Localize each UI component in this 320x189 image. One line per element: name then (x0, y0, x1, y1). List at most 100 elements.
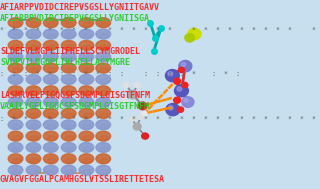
Ellipse shape (79, 165, 94, 175)
Ellipse shape (83, 102, 92, 107)
Ellipse shape (47, 136, 56, 141)
Ellipse shape (8, 29, 23, 39)
Ellipse shape (30, 22, 39, 28)
Ellipse shape (96, 18, 111, 28)
Ellipse shape (83, 113, 92, 118)
Ellipse shape (12, 90, 21, 96)
Ellipse shape (61, 18, 76, 28)
Ellipse shape (83, 124, 92, 130)
Ellipse shape (83, 56, 92, 62)
Ellipse shape (12, 113, 21, 118)
Ellipse shape (26, 131, 41, 141)
Text: LASMRVELPIGQGSFSDGMPLGISGTFNFM: LASMRVELPIGQGSFSDGMPLGISGTFNFM (0, 91, 150, 100)
Ellipse shape (65, 34, 74, 39)
Ellipse shape (47, 113, 56, 118)
Ellipse shape (8, 18, 23, 28)
Ellipse shape (79, 40, 94, 50)
Text: SVDPVILNGOPLIVLHELLACYMGRE: SVDPVILNGOPLIVLHELLACYMGRE (0, 58, 130, 67)
Ellipse shape (12, 147, 21, 152)
Ellipse shape (44, 63, 58, 73)
Circle shape (124, 83, 129, 88)
Ellipse shape (12, 124, 21, 130)
Ellipse shape (47, 124, 56, 130)
Ellipse shape (30, 136, 39, 141)
Ellipse shape (26, 154, 41, 164)
Circle shape (185, 34, 194, 42)
Ellipse shape (79, 86, 94, 96)
Circle shape (122, 98, 128, 103)
Circle shape (134, 83, 140, 88)
Ellipse shape (30, 170, 39, 175)
Ellipse shape (100, 34, 109, 39)
Circle shape (181, 62, 186, 67)
Circle shape (182, 97, 194, 107)
Ellipse shape (26, 52, 41, 62)
Ellipse shape (96, 120, 111, 130)
Ellipse shape (47, 170, 56, 175)
Circle shape (138, 102, 147, 110)
Circle shape (179, 67, 184, 73)
Ellipse shape (47, 158, 56, 164)
Ellipse shape (61, 120, 76, 130)
Ellipse shape (65, 124, 74, 130)
Ellipse shape (96, 29, 111, 39)
Ellipse shape (44, 18, 58, 28)
Ellipse shape (44, 52, 58, 62)
Ellipse shape (44, 97, 58, 107)
Ellipse shape (30, 56, 39, 62)
Circle shape (182, 82, 188, 88)
Circle shape (133, 123, 141, 130)
Ellipse shape (79, 131, 94, 141)
Ellipse shape (44, 74, 58, 84)
Ellipse shape (26, 29, 41, 39)
Ellipse shape (47, 147, 56, 152)
Ellipse shape (30, 34, 39, 39)
Ellipse shape (79, 29, 94, 39)
Ellipse shape (30, 124, 39, 130)
Text: VAAILYGELIGQCSFSDGMPLGISGTFNFM: VAAILYGELIGQCSFSDGMPLGISGTFNFM (0, 102, 150, 111)
Ellipse shape (83, 170, 92, 175)
Ellipse shape (8, 97, 23, 107)
Ellipse shape (96, 154, 111, 164)
Ellipse shape (12, 170, 21, 175)
Ellipse shape (8, 143, 23, 152)
Ellipse shape (12, 56, 21, 62)
Ellipse shape (96, 108, 111, 118)
Ellipse shape (65, 68, 74, 73)
Ellipse shape (79, 18, 94, 28)
Ellipse shape (65, 22, 74, 28)
Ellipse shape (79, 154, 94, 164)
Ellipse shape (26, 120, 41, 130)
Ellipse shape (12, 68, 21, 73)
Circle shape (138, 115, 143, 119)
Ellipse shape (100, 45, 109, 50)
Ellipse shape (8, 120, 23, 130)
Circle shape (168, 72, 173, 76)
Ellipse shape (30, 79, 39, 84)
Ellipse shape (100, 22, 109, 28)
Ellipse shape (12, 45, 21, 50)
Ellipse shape (26, 40, 41, 50)
Ellipse shape (83, 136, 92, 141)
Ellipse shape (96, 86, 111, 96)
Ellipse shape (47, 79, 56, 84)
Ellipse shape (30, 158, 39, 164)
Ellipse shape (79, 108, 94, 118)
Ellipse shape (8, 131, 23, 141)
Circle shape (128, 90, 138, 99)
Ellipse shape (44, 143, 58, 152)
Circle shape (129, 117, 134, 121)
Ellipse shape (65, 136, 74, 141)
Ellipse shape (65, 158, 74, 164)
Ellipse shape (96, 52, 111, 62)
Ellipse shape (96, 143, 111, 152)
Ellipse shape (65, 90, 74, 96)
Ellipse shape (61, 131, 76, 141)
Text: :  *  *     *  *  *  *  *  *  *  *  *  *  *  *  *  *  *  *  *  *  *  *  *  *  * : : * * * * * * * * * * * * * * * * * * * … (0, 116, 320, 122)
Ellipse shape (44, 40, 58, 50)
Ellipse shape (61, 86, 76, 96)
Ellipse shape (79, 97, 94, 107)
Ellipse shape (100, 79, 109, 84)
Text: :  :  :  *  *  :  :  *  *  :  :     :  :  :  :  *    :  *  :: : : : * * : : * * : : : : : : * : * : (0, 71, 240, 77)
Ellipse shape (44, 131, 58, 141)
